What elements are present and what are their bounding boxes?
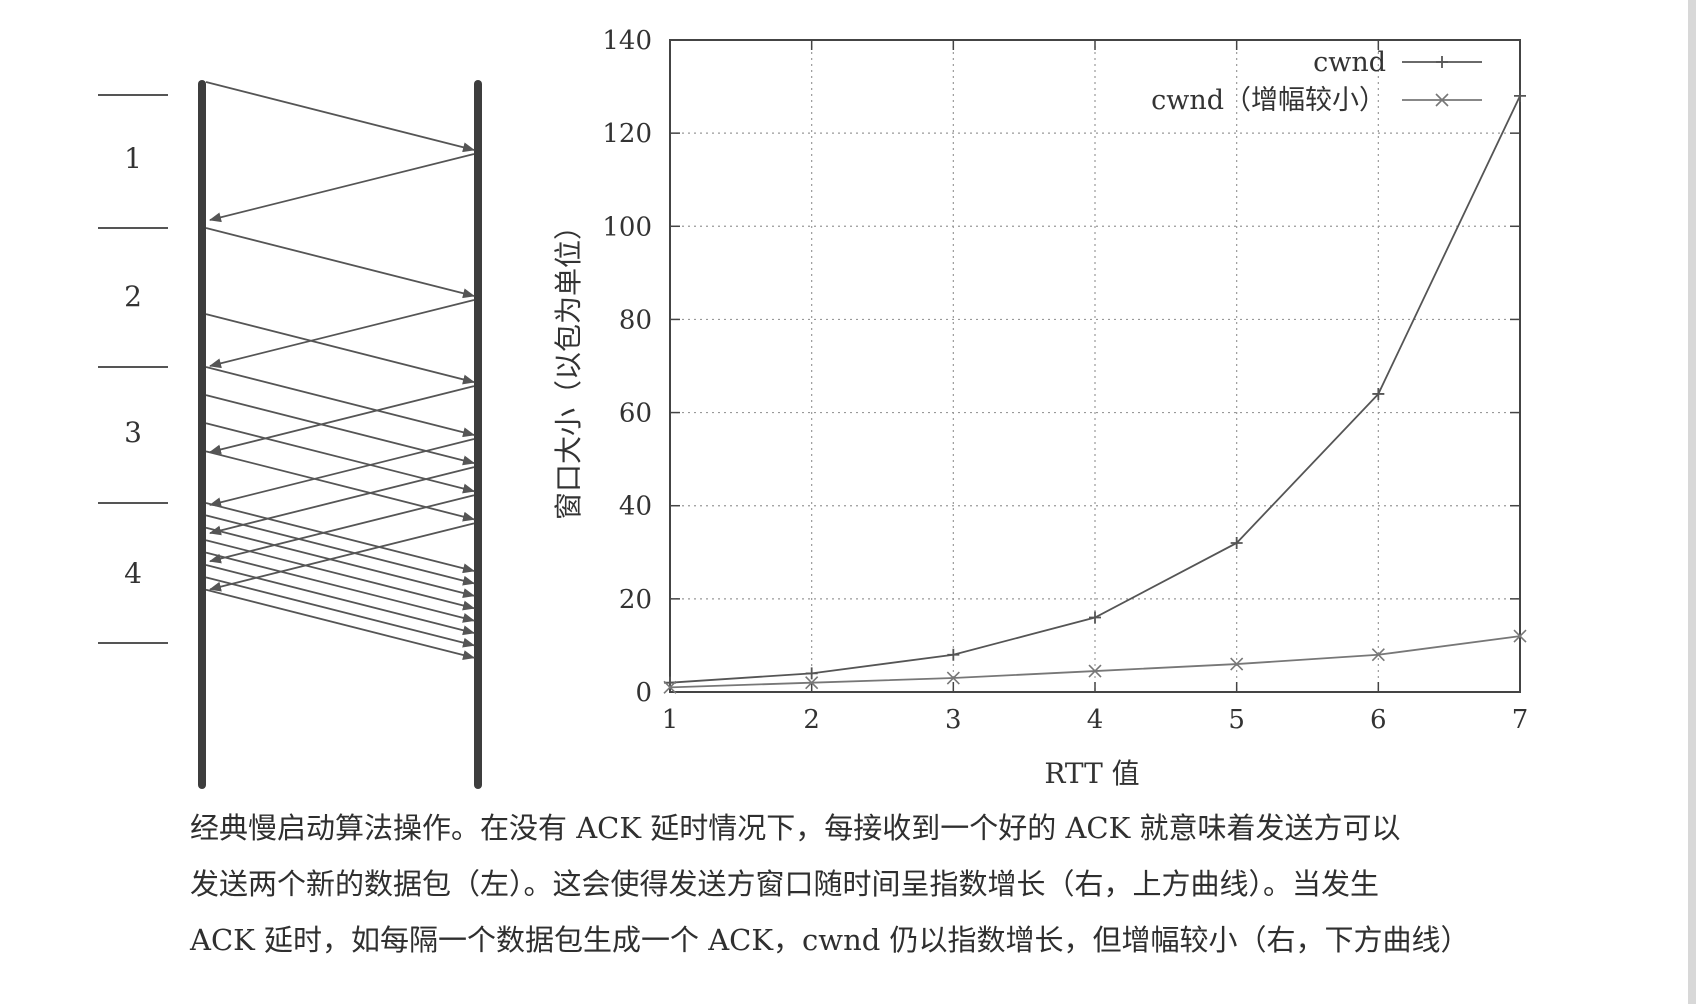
- legend-marker-2: [1435, 93, 1449, 107]
- series-2-point: [946, 671, 960, 685]
- legend-label-2: cwnd（增幅较小）: [1151, 85, 1386, 116]
- ack-arrow-r2-2: [209, 385, 475, 455]
- tick-labels: 1 2 3 4 5 6 7 0 20 40 60 80 100 120 140: [602, 26, 1528, 735]
- caption-line-3: ACK 延时，如每隔一个数据包生成一个 ACK，cwnd 仍以指数增长，但增幅较…: [190, 923, 1470, 957]
- data-packet-arrow-r3-1: [205, 366, 475, 438]
- series-1-point: [1230, 536, 1243, 549]
- x-tick-label: 7: [1512, 705, 1529, 735]
- series-2-point: [1088, 664, 1102, 678]
- y-tick-label: 40: [619, 492, 652, 522]
- round-label-4: 4: [124, 557, 142, 590]
- series-2-point: [1371, 648, 1385, 662]
- data-packet-arrow-r4-6: [205, 564, 475, 636]
- round-label-3: 3: [124, 416, 142, 449]
- data-packet-arrow-r2-1: [205, 227, 475, 299]
- data-packet-arrow-r4-3: [205, 526, 475, 598]
- ack-arrow-r3-3: [209, 494, 475, 564]
- y-tick-label: 120: [602, 119, 652, 149]
- round-label-2: 2: [124, 280, 142, 313]
- series-1-point: [1089, 611, 1101, 624]
- y-tick-label: 80: [619, 305, 652, 335]
- data-packet-arrow-r4-1: [205, 502, 475, 574]
- x-tick-label: 4: [1087, 705, 1104, 735]
- caption-line-1: 经典慢启动算法操作。在没有 ACK 延时情况下，每接收到一个好的 ACK 就意味…: [190, 811, 1401, 845]
- chart-legend: cwnd cwnd（增幅较小）: [1151, 47, 1482, 116]
- series-1-point: [947, 648, 960, 661]
- data-packet-arrow-r4-2: [205, 514, 475, 586]
- series-1-point: [1514, 89, 1526, 102]
- y-axis-label: 窗口大小（以包为单位）: [552, 212, 585, 520]
- x-tick-label: 2: [803, 705, 820, 735]
- series-2-point: [1230, 657, 1244, 671]
- y-tick-label: 100: [602, 212, 652, 242]
- ack-arrow-r2-1: [209, 299, 475, 369]
- x-tick-label: 1: [662, 705, 679, 735]
- series-1-point: [805, 667, 818, 680]
- chart-grid: [670, 40, 1520, 692]
- series-2-point: [1513, 629, 1527, 643]
- series-markers: [663, 89, 1527, 694]
- figure-caption: 经典慢启动算法操作。在没有 ACK 延时情况下，每接收到一个好的 ACK 就意味…: [190, 800, 1600, 968]
- data-packet-arrow-r3-4: [205, 450, 475, 522]
- ack-arrow-r3-4: [209, 522, 475, 592]
- data-packet-arrow-r4-8: [205, 588, 475, 660]
- x-tick-label: 6: [1370, 705, 1387, 735]
- series-1-point: [1372, 387, 1385, 400]
- round-labels: 1 2 3 4: [124, 142, 142, 590]
- series-2-point: [805, 676, 819, 690]
- y-tick-label: 60: [619, 399, 652, 429]
- data-packet-arrow-r2-2: [205, 313, 475, 385]
- y-tick-label: 20: [619, 585, 652, 615]
- x-tick-label: 5: [1228, 705, 1245, 735]
- data-packet-arrow-r3-2: [205, 394, 475, 466]
- series-line-2: [669, 635, 1521, 689]
- ack-arrow-r3-2: [209, 466, 475, 536]
- cwnd-line-chart: 1 2 3 4 5 6 7 0 20 40 60 80 100 120 140 RTT 值 窗口大小（以包为…: [552, 26, 1528, 790]
- ack-arrow-r3-1: [209, 438, 475, 508]
- series-2-point: [663, 680, 677, 694]
- packet-arrows: [205, 81, 475, 660]
- round-label-1: 1: [124, 142, 142, 175]
- data-packet-arrow-r3-3: [205, 422, 475, 494]
- data-packet-arrow-r1-1: [205, 81, 475, 153]
- ack-arrow-r1-1: [209, 153, 475, 223]
- y-tick-label: 140: [602, 26, 652, 56]
- x-axis-label: RTT 值: [1044, 757, 1139, 790]
- page-edge-strip: [1688, 0, 1696, 1004]
- legend-label-1: cwnd: [1313, 47, 1386, 78]
- y-tick-label: 0: [635, 678, 652, 708]
- caption-line-2: 发送两个新的数据包（左）。这会使得发送方窗口随时间呈指数增长（右，上方曲线）。当…: [190, 867, 1380, 901]
- data-packet-arrow-r4-7: [205, 576, 475, 648]
- round-separators: [98, 94, 168, 644]
- data-packet-arrow-r4-4: [205, 539, 475, 611]
- axis-ticks: [669, 39, 1521, 693]
- slow-start-sequence-diagram: 1 2 3 4: [98, 80, 482, 789]
- data-packet-arrow-r4-5: [205, 551, 475, 623]
- legend-marker-1: [1436, 56, 1448, 68]
- x-tick-label: 3: [945, 705, 962, 735]
